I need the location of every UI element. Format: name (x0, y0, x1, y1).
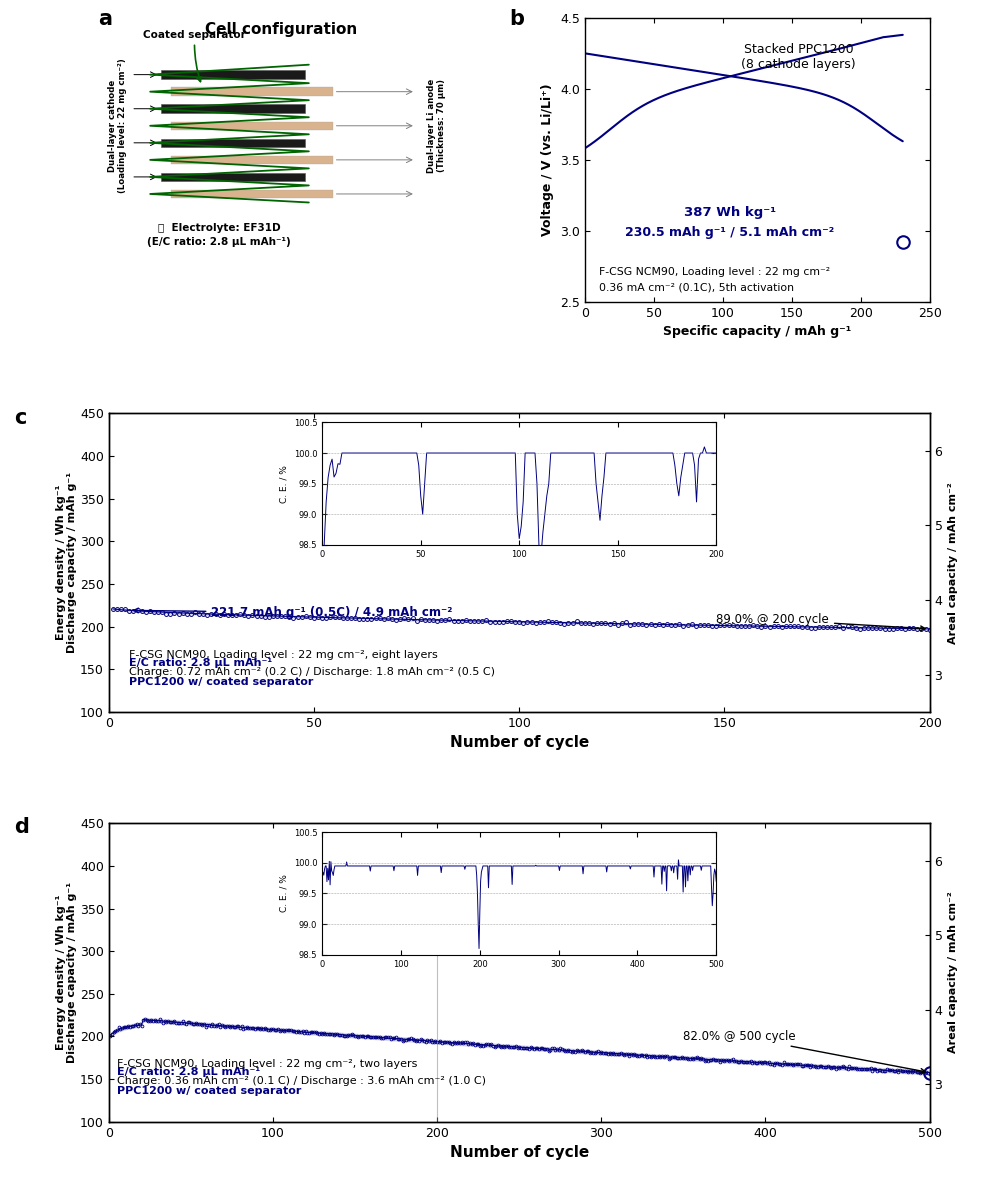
Text: 89.0% @ 200 cycle: 89.0% @ 200 cycle (716, 614, 926, 630)
Text: b: b (509, 9, 524, 30)
Y-axis label: Energy density / Wh kg⁻¹
Discharge capacity / mAh g⁻¹: Energy density / Wh kg⁻¹ Discharge capac… (55, 882, 77, 1064)
Y-axis label: Areal capacity / mAh cm⁻²: Areal capacity / mAh cm⁻² (948, 891, 958, 1053)
Text: a: a (99, 9, 113, 30)
Bar (171, 190, 333, 198)
Text: (8 cathode layers): (8 cathode layers) (742, 58, 855, 71)
Text: PPC1200 w/ coated separator: PPC1200 w/ coated separator (117, 1086, 302, 1096)
Text: Charge: 0.72 mAh cm⁻² (0.2 C) / Discharge: 1.8 mAh cm⁻² (0.5 C): Charge: 0.72 mAh cm⁻² (0.2 C) / Discharg… (130, 667, 495, 677)
Text: c: c (15, 407, 27, 427)
Bar (160, 172, 306, 182)
Text: 0.36 mA cm⁻² (0.1C), 5th activation: 0.36 mA cm⁻² (0.1C), 5th activation (598, 283, 793, 293)
X-axis label: Number of cycle: Number of cycle (450, 735, 588, 750)
Text: 82.0% @ 500 cycle: 82.0% @ 500 cycle (683, 1030, 926, 1073)
Text: F-CSG NCM90, Loading level : 22 mg cm⁻²: F-CSG NCM90, Loading level : 22 mg cm⁻² (598, 267, 830, 277)
Text: E/C ratio: 2.8 μL mAh⁻¹: E/C ratio: 2.8 μL mAh⁻¹ (117, 1067, 260, 1077)
Y-axis label: Voltage / V (vs. Li/Li⁺): Voltage / V (vs. Li/Li⁺) (541, 83, 555, 236)
Text: Coated separator: Coated separator (143, 30, 246, 82)
Text: F-CSG NCM90, Loading level : 22 mg cm⁻², two layers: F-CSG NCM90, Loading level : 22 mg cm⁻²,… (117, 1059, 417, 1068)
Text: Cell configuration: Cell configuration (205, 23, 357, 37)
Bar (160, 139, 306, 147)
Text: d: d (15, 818, 30, 837)
Text: 🪸  Electrolyte: EF31D: 🪸 Electrolyte: EF31D (158, 223, 281, 233)
Bar (171, 88, 333, 96)
Text: Charge: 0.36 mAh cm⁻² (0.1 C) / Discharge : 3.6 mAh cm⁻² (1.0 C): Charge: 0.36 mAh cm⁻² (0.1 C) / Discharg… (117, 1075, 486, 1086)
Bar (160, 104, 306, 113)
Text: 230.5 mAh g⁻¹ / 5.1 mAh cm⁻²: 230.5 mAh g⁻¹ / 5.1 mAh cm⁻² (625, 226, 835, 239)
Text: F-CSG NCM90, Loading level : 22 mg cm⁻², eight layers: F-CSG NCM90, Loading level : 22 mg cm⁻²,… (130, 649, 438, 660)
Bar (160, 70, 306, 78)
Text: Stacked PPC1200: Stacked PPC1200 (744, 43, 854, 56)
Y-axis label: Areal capacity / mAh cm⁻²: Areal capacity / mAh cm⁻² (948, 482, 958, 643)
Bar (171, 155, 333, 164)
Text: Dual-layer Li anode
(Thickness: 70 μm): Dual-layer Li anode (Thickness: 70 μm) (426, 78, 446, 173)
Text: (E/C ratio: 2.8 μL mAh⁻¹): (E/C ratio: 2.8 μL mAh⁻¹) (147, 237, 291, 247)
Text: E/C ratio: 2.8 μL mAh⁻¹: E/C ratio: 2.8 μL mAh⁻¹ (130, 658, 273, 668)
Bar (171, 121, 333, 131)
X-axis label: Number of cycle: Number of cycle (450, 1145, 588, 1160)
Text: 221.7 mAh g⁻¹ (0.5C) / 4.9 mAh cm⁻²: 221.7 mAh g⁻¹ (0.5C) / 4.9 mAh cm⁻² (134, 607, 453, 620)
X-axis label: Specific capacity / mAh g⁻¹: Specific capacity / mAh g⁻¹ (663, 325, 852, 338)
Y-axis label: Energy density / Wh kg⁻¹
Discharge capacity / mAh g⁻¹: Energy density / Wh kg⁻¹ Discharge capac… (55, 472, 77, 653)
Text: PPC1200 w/ coated separator: PPC1200 w/ coated separator (130, 677, 314, 687)
Text: Dual-layer cathode
(Loading level: 22 mg cm⁻²): Dual-layer cathode (Loading level: 22 mg… (108, 58, 128, 193)
Text: 387 Wh kg⁻¹: 387 Wh kg⁻¹ (683, 205, 775, 218)
